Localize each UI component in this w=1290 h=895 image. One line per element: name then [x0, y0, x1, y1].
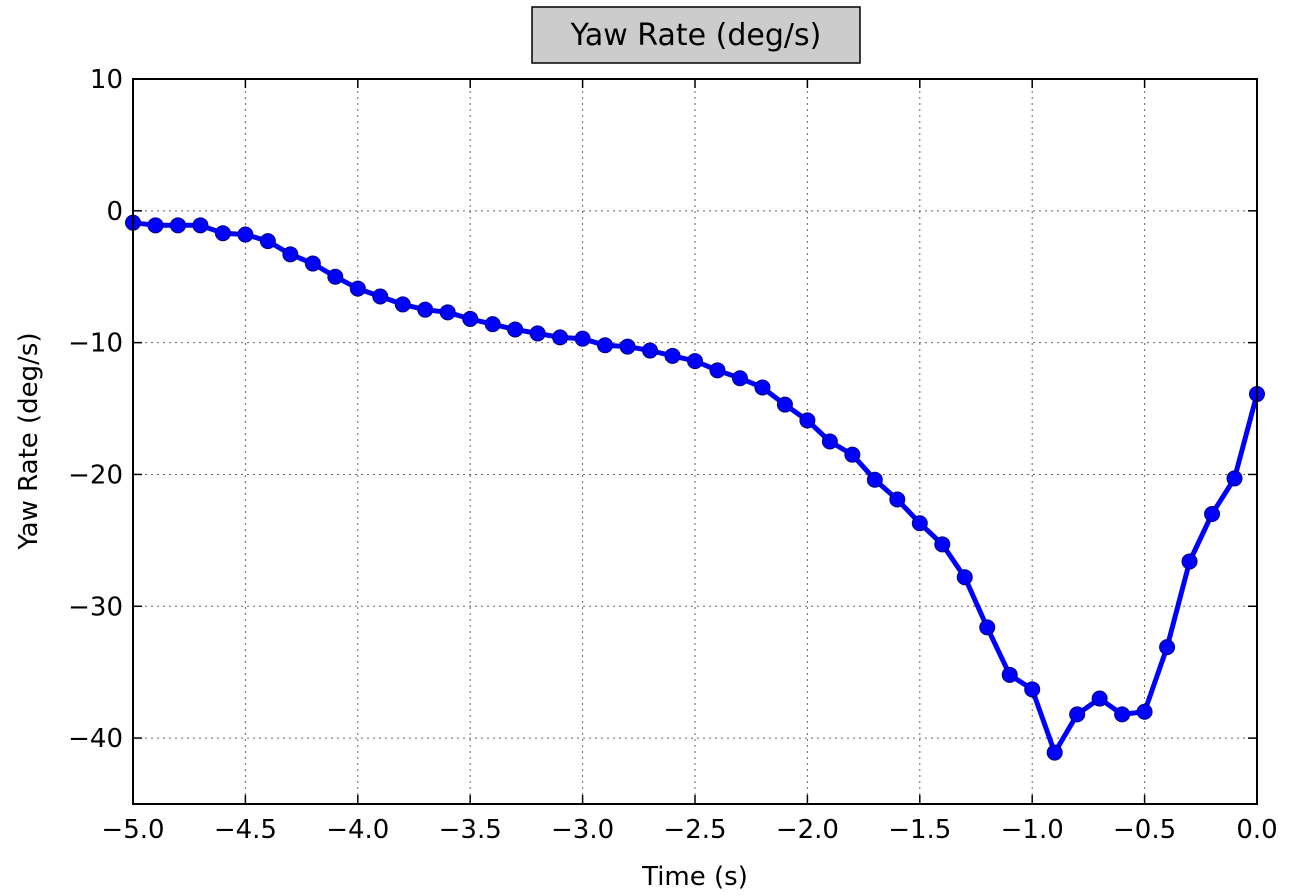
- data-point: [529, 325, 546, 342]
- data-point: [282, 246, 299, 263]
- data-point: [1136, 703, 1153, 720]
- x-tick-label: −0.5: [1113, 815, 1176, 845]
- y-tick-label: −10: [68, 329, 123, 359]
- y-axis-label: Yaw Rate (deg/s): [14, 332, 44, 550]
- plot-frame: [132, 78, 1258, 805]
- data-point: [484, 316, 501, 333]
- data-point: [866, 471, 883, 488]
- data-point: [349, 280, 366, 297]
- data-point: [776, 396, 793, 413]
- y-tick-label: 0: [106, 197, 123, 227]
- x-tick-label: −4.5: [214, 815, 277, 845]
- data-point: [709, 362, 726, 379]
- data-point: [372, 288, 389, 305]
- data-point: [147, 217, 164, 234]
- data-point: [1181, 553, 1198, 570]
- chart-title: Yaw Rate (deg/s): [570, 18, 822, 53]
- y-tick-label: 10: [90, 65, 123, 95]
- data-point: [754, 379, 771, 396]
- data-point: [214, 225, 231, 242]
- data-point: [911, 515, 928, 532]
- data-point: [844, 446, 861, 463]
- data-point: [1159, 639, 1176, 656]
- chart-title-group: Yaw Rate (deg/s): [531, 6, 861, 64]
- y-tick-label: −40: [68, 724, 123, 754]
- data-point: [979, 619, 996, 636]
- x-tick-label: −4.0: [326, 815, 389, 845]
- data-point: [192, 217, 209, 234]
- data-point: [1046, 744, 1063, 761]
- data-point: [597, 337, 614, 354]
- data-point: [889, 491, 906, 508]
- data-point: [507, 321, 524, 338]
- data-point: [1226, 470, 1243, 487]
- data-point: [462, 310, 479, 327]
- grid: [132, 78, 1258, 804]
- x-axis-label: Time (s): [641, 862, 748, 892]
- x-tick-label: −1.0: [1001, 815, 1064, 845]
- data-point: [731, 370, 748, 387]
- y-tick-label: −20: [68, 460, 123, 490]
- data-point: [934, 536, 951, 553]
- x-tick-label: −5.0: [101, 815, 164, 845]
- data-point: [642, 342, 659, 359]
- data-point: [799, 412, 816, 429]
- axis-ticks: [132, 78, 1258, 804]
- x-tick-label: 0.0: [1236, 815, 1277, 845]
- data-point: [664, 347, 681, 364]
- data-point: [237, 226, 254, 243]
- data-point: [552, 329, 569, 346]
- chart-title-box: [531, 6, 861, 64]
- data-point: [417, 301, 434, 318]
- y-tick-label: −30: [68, 592, 123, 622]
- data-point: [304, 255, 321, 272]
- data-point: [1114, 706, 1131, 723]
- data-point: [1091, 690, 1108, 707]
- data-point: [259, 233, 276, 250]
- data-point: [1001, 666, 1018, 683]
- x-tick-label: −1.5: [888, 815, 951, 845]
- data-point: [956, 569, 973, 586]
- data-point: [687, 353, 703, 370]
- series-group: [125, 214, 1265, 761]
- x-tick-label: −3.5: [439, 815, 502, 845]
- data-point: [574, 330, 591, 347]
- x-tick-labels: −5.0 −4.5 −4.0 −3.5 −3.0 −2.5 −2.0 −1.5 −1.0 −0.5…: [101, 815, 1277, 845]
- x-tick-label: −2.0: [776, 815, 839, 845]
- data-point: [394, 296, 411, 313]
- data-point: [327, 268, 344, 285]
- data-point: [821, 433, 838, 450]
- data-point: [439, 304, 456, 321]
- x-tick-label: −3.0: [551, 815, 614, 845]
- data-point: [1204, 506, 1221, 522]
- y-tick-labels: 10 0 −10 −20 −30 −40: [68, 65, 123, 754]
- data-point: [1024, 681, 1041, 698]
- data-point: [619, 338, 636, 355]
- x-tick-label: −2.5: [663, 815, 726, 845]
- data-point: [1069, 706, 1086, 723]
- data-point: [169, 217, 186, 234]
